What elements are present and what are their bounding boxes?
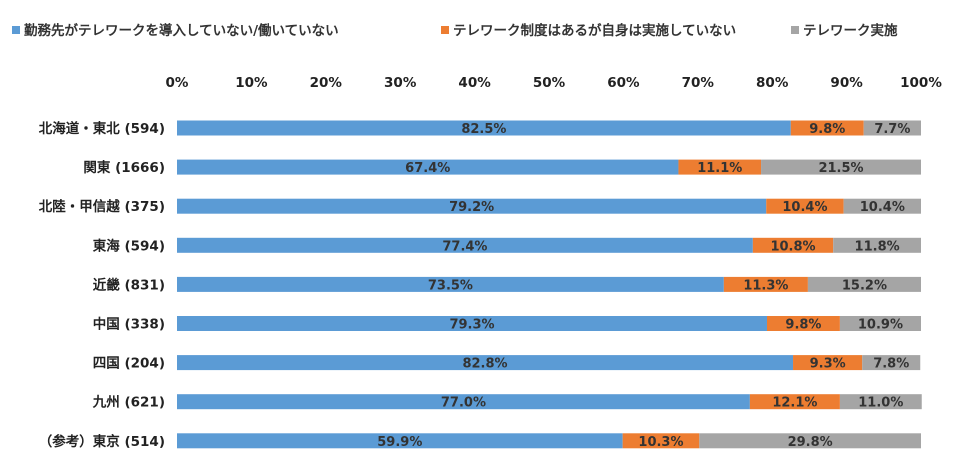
legend-swatch — [441, 26, 449, 34]
x-tick-label: 100% — [900, 75, 942, 91]
data-label: 11.8% — [855, 239, 900, 254]
bar-segment — [766, 316, 840, 331]
data-label: 59.9% — [377, 435, 422, 450]
category-label: 近畿 (831) — [93, 276, 165, 293]
legend: 勤務先がテレワークを導入していない/働いていない テレワーク制度はあるが自身は実施… — [12, 22, 898, 39]
data-label: 7.7% — [874, 122, 910, 137]
x-tick-label: 20% — [310, 75, 343, 91]
x-tick-label: 80% — [756, 75, 789, 91]
data-label: 7.8% — [873, 357, 909, 372]
data-label: 10.3% — [638, 435, 683, 450]
data-label: 77.0% — [441, 396, 486, 411]
x-tick-label: 60% — [607, 75, 640, 91]
legend-label: 勤務先がテレワークを導入していない/働いていない — [24, 22, 339, 39]
bar-segment — [177, 316, 767, 331]
bar-segment — [177, 159, 679, 175]
legend-label: テレワーク実施 — [803, 22, 898, 39]
x-axis: 0% 10% 20% 30% 40% 50% 60% 70% 80% 90% 100% — [166, 75, 943, 91]
legend-swatch — [791, 26, 799, 34]
legend-swatch — [12, 26, 20, 34]
bar-segment — [833, 237, 921, 253]
x-tick-label: 10% — [235, 75, 268, 91]
data-label: 9.8% — [785, 318, 821, 333]
data-label: 11.1% — [697, 161, 742, 176]
x-tick-label: 90% — [830, 75, 863, 91]
bar-segment — [790, 120, 864, 136]
bar-segment — [177, 237, 753, 253]
bar-segment — [839, 394, 922, 410]
bar-segment — [177, 276, 724, 292]
x-tick-label: 70% — [682, 75, 715, 91]
bar-segment — [752, 237, 834, 253]
data-label: 10.4% — [782, 200, 827, 215]
bar-segment — [843, 198, 921, 214]
bar-segment — [177, 120, 791, 136]
data-label: 12.1% — [772, 396, 817, 411]
bar-segment — [622, 433, 700, 449]
bar-segment — [177, 198, 767, 214]
data-label: 82.5% — [461, 122, 506, 137]
bar-segment — [766, 198, 844, 214]
data-label: 15.2% — [842, 278, 887, 293]
data-label: 10.8% — [770, 239, 815, 254]
data-label: 9.8% — [809, 122, 845, 137]
data-label: 79.2% — [449, 200, 494, 215]
category-label: 北陸・甲信越 (375) — [39, 198, 165, 215]
category-label: 九州 (621) — [92, 395, 165, 411]
category-label: 北海道・東北 (594) — [39, 120, 165, 137]
category-label: 中国 (338) — [93, 316, 165, 333]
category-label: 関東 (1666) — [83, 159, 165, 176]
bar-segment — [807, 276, 921, 292]
x-tick-label: 0% — [166, 75, 189, 91]
data-label: 11.0% — [858, 396, 903, 411]
data-label: 21.5% — [818, 161, 863, 176]
bar-segment — [177, 394, 750, 410]
bar-segment — [699, 433, 921, 449]
bar-segment — [749, 394, 840, 410]
data-label: 67.4% — [405, 161, 450, 176]
data-label: 10.9% — [858, 318, 903, 333]
data-label: 11.3% — [743, 278, 788, 293]
data-label: 82.8% — [462, 357, 507, 372]
x-tick-label: 30% — [384, 75, 417, 91]
x-tick-label: 40% — [458, 75, 491, 91]
category-label: 東海 (594) — [93, 237, 165, 254]
bar-segment — [863, 120, 921, 136]
legend-label: テレワーク制度はあるが自身は実施していない — [453, 22, 736, 39]
data-label: 10.4% — [860, 200, 905, 215]
bar-segment — [723, 276, 808, 292]
bar-segment — [862, 355, 921, 371]
bar-segment — [177, 433, 623, 449]
category-label: 四国 (204) — [93, 356, 165, 372]
data-label: 79.3% — [449, 318, 494, 333]
bar-segment — [177, 355, 794, 371]
data-label: 73.5% — [428, 278, 473, 293]
bars — [177, 120, 922, 449]
bar-segment — [839, 316, 921, 331]
y-axis: 北海道・東北 (594) 関東 (1666) 北陸・甲信越 (375) 東海 (594… — [39, 120, 165, 450]
data-label: 9.3% — [810, 357, 846, 372]
data-label: 77.4% — [442, 239, 487, 254]
bar-segment — [678, 159, 762, 175]
data-label: 29.8% — [788, 435, 833, 450]
bar-segment — [793, 355, 863, 371]
x-tick-label: 50% — [533, 75, 566, 91]
data-labels: 82.5% 9.8% 7.7% 67.4% 11.1% 21.5% 79.2% 10.4% 10… — [377, 122, 910, 450]
bar-segment — [761, 159, 921, 175]
category-label: （参考）東京 (514) — [39, 433, 165, 450]
